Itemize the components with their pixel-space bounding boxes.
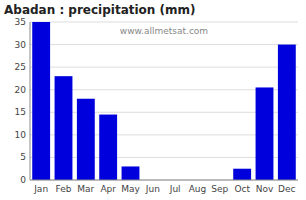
bar [122,166,140,180]
y-tick-label: 35 [15,17,26,27]
bar [55,76,73,180]
y-tick-label: 15 [15,107,26,117]
bar [77,99,95,180]
grid-line [30,44,298,45]
x-tick-label: Mar [77,184,94,194]
x-tick-label: Feb [56,184,72,194]
chart-container: Abadan : precipitation (mm) 0 5 10 15 20 25 30 3… [0,0,306,200]
y-tick-label: 20 [15,85,27,95]
x-tick-label: Aug [189,184,207,194]
y-tick-label: 5 [20,152,26,162]
y-tick-label: 30 [15,40,27,50]
grid [30,22,298,180]
x-tick-label: Jan [33,184,48,194]
grid-line [30,22,298,23]
title: Abadan : precipitation (mm) [4,3,196,17]
x-tick-label: Sep [211,184,228,194]
x-tick-label: Jun [145,184,160,194]
chart-svg: Abadan : precipitation (mm) 0 5 10 15 20 25 30 3… [0,0,306,200]
bar [32,22,50,180]
grid-line [30,67,298,68]
bars [32,22,296,180]
x-tick-label: Jul [169,184,181,194]
x-tick-label: Apr [100,184,116,194]
y-tick-label: 25 [15,62,26,72]
watermark: www.allmetsat.com [120,26,208,36]
y-tick-label: 10 [15,130,27,140]
x-tick-label: Dec [278,184,295,194]
bar [233,169,251,180]
y-axis [30,22,31,180]
grid-line [30,180,298,181]
page: {"chart_data": {"type": "bar", "title": … [0,0,306,200]
bar [256,87,274,180]
x-tick-label: May [121,184,140,194]
y-tick-label: 0 [20,175,26,185]
x-tick-label: Oct [234,184,250,194]
x-tick-label: Nov [256,184,274,194]
bar [99,115,117,180]
x-axis [30,180,298,181]
bar [278,45,296,180]
